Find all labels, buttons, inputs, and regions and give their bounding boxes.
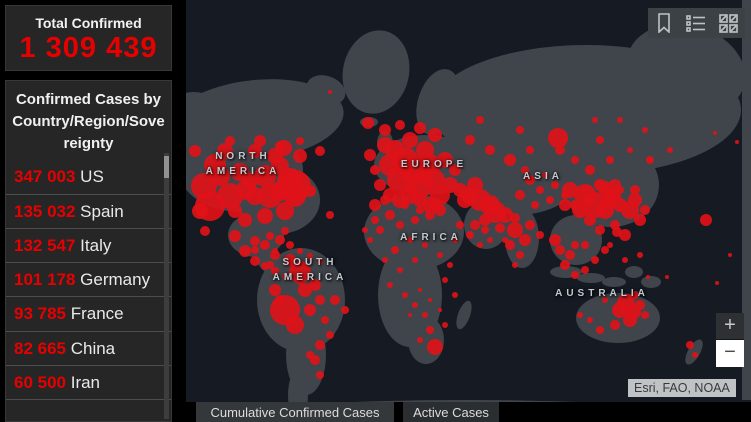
map-attribution: Esri, FAO, NOAA — [628, 379, 736, 397]
country-name: US — [75, 167, 104, 187]
case-dots[interactable] — [189, 90, 739, 379]
zoom-out-button[interactable]: − — [716, 340, 744, 367]
list-item[interactable]: 101 178 Germany — [6, 263, 171, 298]
bookmark-icon[interactable] — [651, 10, 677, 36]
list-item[interactable]: 135 032 Spain — [6, 195, 171, 229]
scrollbar-track[interactable] — [164, 153, 169, 419]
list-item[interactable]: 132 547 Italy — [6, 229, 171, 263]
case-count: 60 500 — [14, 372, 66, 392]
case-count: 135 032 — [14, 201, 76, 221]
scrollbar-thumb[interactable] — [164, 156, 169, 178]
country-name: Iran — [66, 372, 101, 392]
legend-list-icon[interactable] — [683, 10, 709, 36]
list-item[interactable]: 60 500 Iran — [6, 366, 171, 400]
total-confirmed-panel: Total Confirmed 1 309 439 — [5, 5, 172, 71]
zoom-control: + − — [716, 313, 744, 367]
case-count: 347 003 — [14, 167, 76, 187]
case-count: 101 178 — [14, 270, 76, 289]
list-item[interactable]: 93 785 France — [6, 297, 171, 332]
country-name: France — [66, 304, 124, 324]
world-map-canvas — [186, 0, 751, 422]
tab-cumulative-confirmed-cases[interactable]: Cumulative Confirmed Cases — [196, 402, 394, 422]
case-count: 82 665 — [14, 338, 66, 358]
country-name: Germany — [75, 270, 151, 289]
case-count: 93 785 — [14, 304, 66, 324]
country-cases-list: 347 003 US 135 032 Spain 132 547 Italy 101 … — [6, 160, 171, 400]
total-confirmed-title: Total Confirmed — [35, 15, 142, 31]
country-name: Spain — [75, 201, 124, 221]
map-tab-bar: Cumulative Confirmed Cases Active Cases — [186, 402, 751, 422]
list-item[interactable]: 347 003 US — [6, 160, 171, 195]
list-item[interactable]: 82 665 China — [6, 332, 171, 366]
country-name: China — [66, 338, 116, 358]
tab-active-cases[interactable]: Active Cases — [403, 402, 499, 422]
country-name: Italy — [75, 235, 112, 255]
country-cases-header: Confirmed Cases by Country/Region/Sovere… — [12, 91, 165, 152]
zoom-in-button[interactable]: + — [716, 313, 744, 340]
total-confirmed-value: 1 309 439 — [19, 32, 158, 64]
country-cases-panel: Confirmed Cases by Country/Region/Sovere… — [5, 80, 172, 422]
world-map[interactable]: NORTH AMERICA EUROPE ASIA AFRICA SOUTH AMERICA… — [186, 0, 751, 422]
case-count: 132 547 — [14, 235, 76, 255]
map-toolbar — [648, 8, 745, 38]
overview-grid-icon[interactable] — [716, 10, 742, 36]
